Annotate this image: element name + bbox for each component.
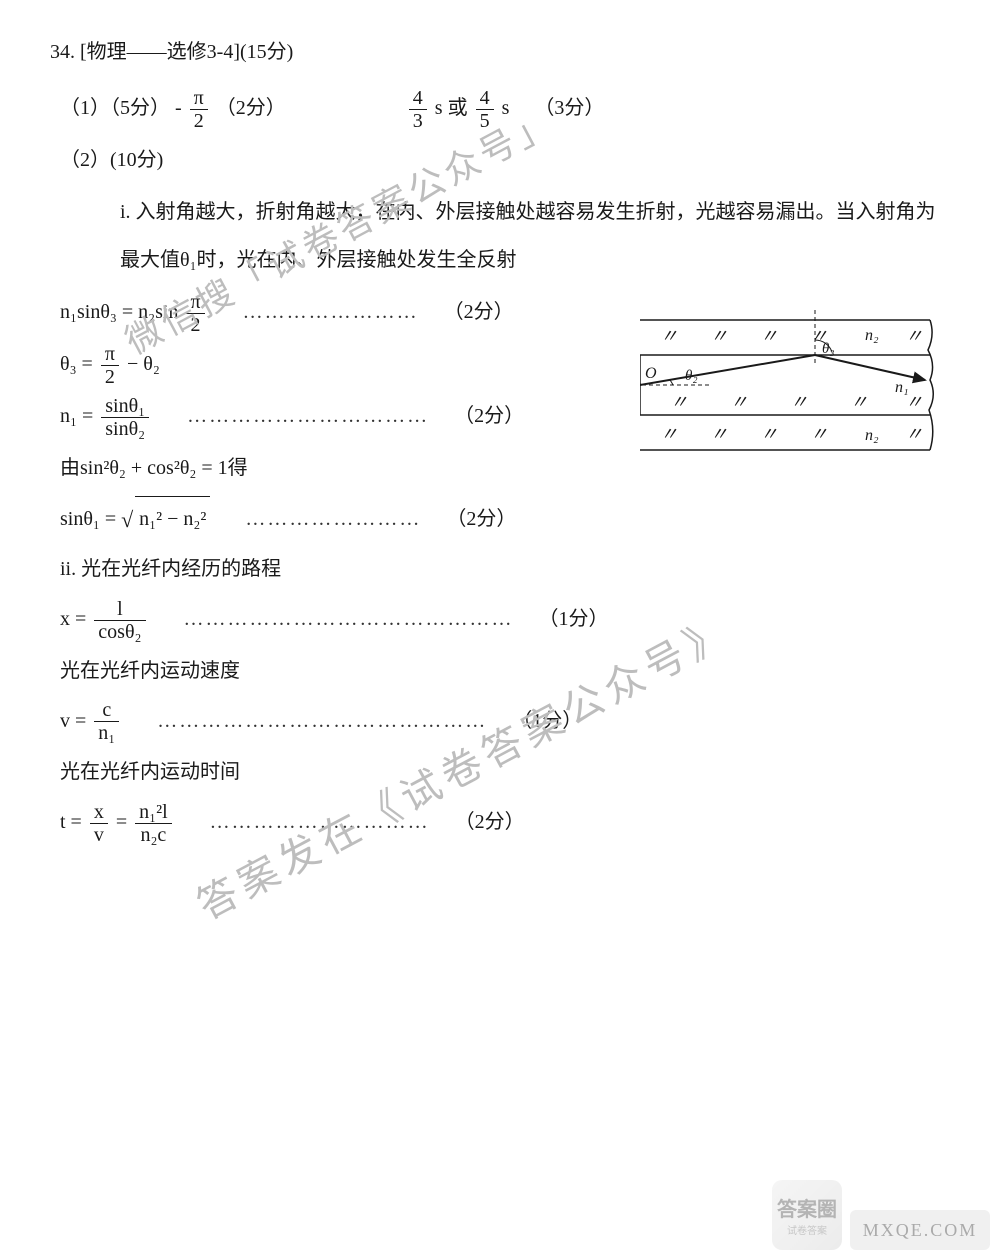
part1-or: s 或: [435, 97, 473, 119]
fiber-diagram-svg: 〃 〃 〃 〃 〃 〃 〃 〃 〃 〃 〃 〃 〃 〃 〃: [640, 310, 940, 470]
n2-top-label: n₂: [865, 327, 879, 344]
frac-den: cosθ₂: [94, 621, 145, 643]
logo-text: 答案圈: [777, 1193, 837, 1222]
eq5-dots: ……………………: [245, 508, 421, 530]
logo-domain: MXQE.COM: [850, 1210, 990, 1250]
frac-num: n₁²l: [135, 801, 172, 824]
svg-text:〃: 〃: [850, 392, 868, 412]
eq6-lhs: x =: [60, 608, 91, 630]
part1-answer-a: （1）（5分） - π 2 （2分）: [60, 86, 286, 132]
eq8-score: （1分）: [512, 710, 582, 732]
frac-pi-2: π 2: [190, 87, 208, 132]
part1-minus: -: [175, 97, 182, 119]
svg-text:〃: 〃: [660, 326, 678, 346]
frac-num: π: [186, 291, 204, 314]
part1-unit2: s: [502, 97, 510, 119]
eq2-lhs: θ₃ =: [60, 353, 98, 375]
eq6-frac: l cosθ₂: [94, 598, 145, 643]
svg-text:〃: 〃: [710, 424, 728, 444]
eq5-radicand: n₁² − n₂²: [135, 496, 210, 541]
question-title: [物理——选修3-4](15分): [80, 41, 293, 63]
frac-num: 4: [409, 87, 427, 110]
frac-num: c: [94, 699, 119, 722]
frac-den: 2: [101, 366, 119, 388]
eq1-dots: ……………………: [243, 301, 419, 323]
part2-label: （2）(10分): [60, 138, 940, 182]
frac-num: 4: [476, 87, 494, 110]
svg-text:〃: 〃: [710, 326, 728, 346]
eq1-frac: π 2: [186, 291, 204, 336]
eq2-rhs: − θ₂: [127, 353, 160, 375]
part1-score-a: （2分）: [216, 97, 286, 119]
eq10-lhs: t =: [60, 811, 87, 833]
part1-score-b: （3分）: [534, 97, 604, 119]
frac-den: v: [90, 824, 108, 846]
fiber-diagram: 〃 〃 〃 〃 〃 〃 〃 〃 〃 〃 〃 〃 〃 〃 〃: [640, 310, 940, 460]
line7: 光在光纤内运动速度: [60, 649, 940, 693]
frac-num: sinθ₁: [101, 395, 149, 418]
frac-den: sinθ₂: [101, 418, 149, 440]
eq5: sinθ₁ = n₁² − n₂² …………………… （2分）: [60, 496, 940, 541]
svg-text:〃: 〃: [790, 392, 808, 412]
eq10-eq: =: [116, 811, 132, 833]
frac-den: 5: [476, 110, 494, 132]
frac-4-3: 4 3: [409, 87, 427, 132]
svg-text:〃: 〃: [810, 424, 828, 444]
n2-bot-label: n₂: [865, 427, 879, 444]
eq10-dots: …………………………: [210, 811, 430, 833]
eq8-frac: c n₁: [94, 699, 119, 744]
eq5-score: （2分）: [446, 508, 516, 530]
eq1-score: （2分）: [444, 301, 514, 323]
eq10: t = x v = n₁²l n₂c ………………………… （2分）: [60, 800, 940, 846]
part2-intro: i. 入射角越大，折射角越大，在内、外层接触处越容易发生折射，光越容易漏出。当入…: [120, 188, 940, 284]
eq2-frac: π 2: [101, 343, 119, 388]
eq8-dots: ………………………………………: [157, 710, 487, 732]
corner-logos: 答案圈 试卷答案 MXQE.COM: [772, 1180, 990, 1250]
eq10-frac2: n₁²l n₂c: [135, 801, 172, 846]
frac-num: π: [190, 87, 208, 110]
theta3-label: θ₃: [822, 341, 835, 357]
svg-text:〃: 〃: [660, 424, 678, 444]
eq3-score: （2分）: [454, 405, 524, 427]
theta2-label: θ₂: [685, 368, 698, 384]
eq6: x = l cosθ₂ ……………………………………… （1分）: [60, 597, 940, 643]
part1-label: （1）（5分）: [60, 97, 170, 119]
sqrt-icon: n₁² − n₂²: [121, 496, 210, 541]
eq8: v = c n₁ ……………………………………… （1分）: [60, 699, 940, 745]
svg-text:〃: 〃: [905, 424, 923, 444]
eq3-frac: sinθ₁ sinθ₂: [101, 395, 149, 440]
eq10-score: （2分）: [455, 811, 525, 833]
frac-4-5: 4 5: [476, 87, 494, 132]
svg-text:〃: 〃: [905, 326, 923, 346]
frac-num: π: [101, 343, 119, 366]
eq6-score: （1分）: [539, 608, 609, 630]
frac-den: 3: [409, 110, 427, 132]
svg-text:〃: 〃: [670, 392, 688, 412]
frac-den: n₂c: [135, 824, 172, 846]
eq3-dots: ……………………………: [187, 405, 429, 427]
frac-den: n₁: [94, 722, 119, 744]
n1-label: n₁: [895, 379, 909, 396]
question-number: 34.: [50, 41, 75, 63]
frac-num: x: [90, 801, 108, 824]
origin-label: O: [645, 365, 657, 382]
sub-ii-label: ii. 光在光纤内经历的路程: [60, 547, 940, 591]
part1-row: （1）（5分） - π 2 （2分） 4 3 s 或 4 5 s （3分）: [60, 86, 940, 132]
svg-text:〃: 〃: [760, 424, 778, 444]
logo-sub: 试卷答案: [787, 1222, 827, 1237]
svg-text:〃: 〃: [760, 326, 778, 346]
frac-num: l: [94, 598, 145, 621]
svg-text:〃: 〃: [730, 392, 748, 412]
line9: 光在光纤内运动时间: [60, 750, 940, 794]
eq1-lhs: n₁sinθ₃ = n₂sin: [60, 301, 178, 323]
logo-badge: 答案圈 试卷答案: [772, 1180, 842, 1250]
eq8-lhs: v =: [60, 710, 91, 732]
part1-answer-b: 4 3 s 或 4 5 s （3分）: [406, 86, 605, 132]
eq10-frac1: x v: [90, 801, 108, 846]
eq6-dots: ………………………………………: [184, 608, 514, 630]
eq3-lhs: n₁ =: [60, 405, 98, 427]
eq5-lhs: sinθ₁ =: [60, 508, 121, 530]
frac-den: 2: [190, 110, 208, 132]
frac-den: 2: [186, 314, 204, 336]
